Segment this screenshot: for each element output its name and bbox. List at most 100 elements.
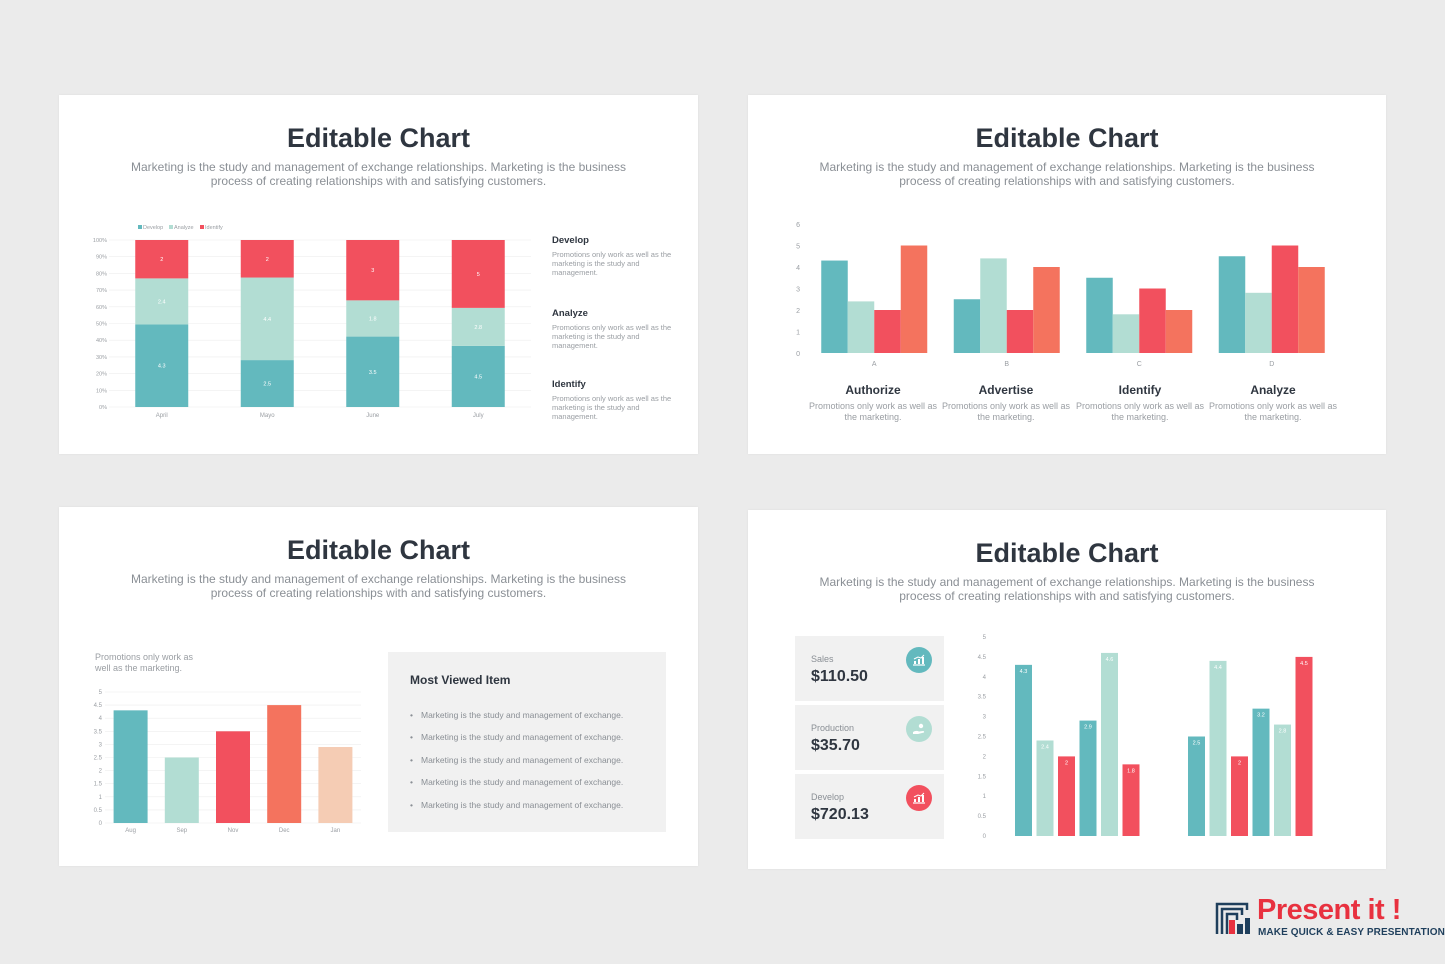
category-text: Promotions only work as well as the mark… (808, 401, 938, 422)
y-tick-label: 0% (99, 405, 107, 411)
stacked-bar-segment (451, 345, 505, 407)
list-item: Marketing is the study and management of… (410, 732, 623, 754)
side-item-text: Promotions only work as well as the mark… (552, 323, 672, 350)
y-tick-label: 1.5 (978, 774, 987, 780)
stacked-bar-segment (451, 307, 505, 346)
stacked-bar-segment (451, 240, 505, 308)
category-text: Promotions only work as well as the mark… (1075, 401, 1205, 422)
x-tick-label: Mayo (260, 413, 275, 419)
y-tick-label: 60% (96, 305, 107, 311)
stacked-bar-segment (240, 277, 294, 361)
list-item: Marketing is the study and management of… (410, 777, 623, 799)
kpi-production: Production $35.70 (795, 705, 944, 770)
bar (1271, 245, 1299, 353)
y-tick-label: 2.5 (94, 756, 103, 762)
data-label: 4.6 (1106, 657, 1114, 663)
data-label: 3.5 (369, 370, 377, 376)
slide-4: Editable Chart Marketing is the study an… (748, 510, 1386, 869)
bar (1139, 288, 1166, 353)
stacked-bar-segment (240, 360, 294, 407)
bar (1058, 756, 1075, 836)
category-analyze: Analyze Promotions only work as well as … (1208, 383, 1338, 423)
legend-label: Develop (143, 225, 163, 231)
slide-title: Editable Chart (975, 123, 1159, 153)
bar (874, 310, 901, 353)
bar (1245, 292, 1272, 353)
y-tick-label: 0.5 (978, 814, 987, 820)
data-label: 2 (1238, 760, 1241, 766)
data-label: 3.2 (1257, 713, 1265, 719)
legend-swatch (138, 225, 142, 229)
y-tick-label: 6 (796, 222, 800, 229)
y-tick-label: 80% (96, 271, 107, 277)
x-tick-label: Aug (125, 828, 136, 834)
y-tick-label: 4 (983, 675, 987, 681)
bar (1188, 736, 1205, 836)
data-label: 2.5 (1193, 741, 1201, 747)
y-tick-label: 3 (796, 287, 800, 294)
legend-swatch (169, 225, 173, 229)
stacked-bar-segment (135, 240, 189, 279)
x-tick-label: June (366, 413, 380, 419)
slide-subtitle: Marketing is the study and management of… (819, 160, 1315, 188)
slide-title: Editable Chart (286, 123, 471, 153)
data-label: 2 (160, 257, 163, 263)
y-tick-label: 1 (99, 795, 103, 801)
most-viewed-panel: Most Viewed Item Marketing is the study … (388, 652, 666, 832)
y-tick-label: 0 (796, 351, 800, 358)
bar (1112, 314, 1140, 353)
grouped-bar-chart: 0 1 2 3 4 5 6 A B C D (796, 222, 1325, 368)
slide-subtitle: Marketing is the study and management of… (131, 160, 626, 188)
chart-note: Promotions only work as well as the mark… (95, 652, 194, 673)
slide-title: Editable Chart (286, 535, 471, 565)
list-item: Marketing is the study and management of… (410, 800, 623, 822)
y-tick-label: 2 (983, 754, 987, 760)
y-tick-label: 1.5 (94, 782, 103, 788)
brand-logo: Present it ! MAKE QUICK & EASY PRESENTAT… (1215, 894, 1445, 942)
y-tick-label: 4.5 (978, 655, 987, 661)
y-tick-label: 2 (99, 769, 103, 775)
slide-2: Editable Chart Marketing is the study an… (748, 95, 1386, 454)
stacked-bar-segment (240, 240, 294, 278)
slide-3: Editable Chart Marketing is the study an… (59, 507, 698, 866)
x-tick-label: A (872, 361, 877, 368)
category-heading: Identify (1118, 383, 1162, 397)
y-tick-label: 0.5 (94, 808, 103, 814)
y-tick-label: 10% (96, 388, 107, 394)
bar (1006, 310, 1034, 353)
data-label: 4.3 (1020, 669, 1028, 675)
bar (113, 710, 148, 823)
bar (1033, 267, 1060, 353)
x-tick-label: Jan (331, 828, 341, 834)
kpi-label: Sales (811, 654, 834, 664)
x-tick-label: C (1137, 361, 1142, 368)
y-tick-label: 20% (96, 372, 107, 378)
data-label: 5 (477, 272, 480, 278)
legend-label: Identify (205, 225, 223, 231)
slide-subtitle: Marketing is the study and management of… (819, 575, 1315, 603)
category-text: Promotions only work as well as the mark… (941, 401, 1071, 422)
bar (1122, 764, 1140, 836)
y-tick-label: 2.5 (978, 735, 987, 741)
bar (1086, 277, 1113, 353)
single-bar-chart: 0 0.5 1 1.5 2 2.5 3 3.5 4 4.5 5 Aug Sep Nov Dec Jan (94, 690, 361, 834)
data-label: 4.3 (158, 364, 166, 370)
bar (1165, 310, 1193, 353)
bar (1079, 720, 1097, 836)
y-tick-label: 3 (983, 715, 987, 721)
stacked-bar-chart: 0% 10% 20% 30% 40% 50% 60% 70% 80% 90% 100% Develop… (93, 225, 531, 419)
kpi-develop: Develop $720.13 (795, 774, 944, 839)
y-tick-label: 3.5 (94, 729, 103, 735)
kpi-value: $35.70 (811, 737, 860, 754)
most-viewed-list: Marketing is the study and management of… (410, 710, 623, 822)
x-tick-label: Nov (228, 828, 239, 834)
side-item-identify: Identify Promotions only work as well as… (552, 379, 677, 421)
grouped-bar-chart-labeled: 0 0.5 1 1.5 2 2.5 3 3.5 4 4.5 5 4.3 2.4 2 2.9 4.6 1.8 2.5… (978, 635, 1313, 840)
y-tick-label: 100% (93, 238, 107, 244)
bar (1231, 756, 1248, 836)
y-tick-label: 0 (983, 834, 987, 840)
bar (1295, 656, 1313, 836)
brand-name: Present it ! (1257, 894, 1401, 926)
logo-mark-icon (1215, 902, 1250, 934)
y-tick-label: 5 (99, 690, 103, 696)
